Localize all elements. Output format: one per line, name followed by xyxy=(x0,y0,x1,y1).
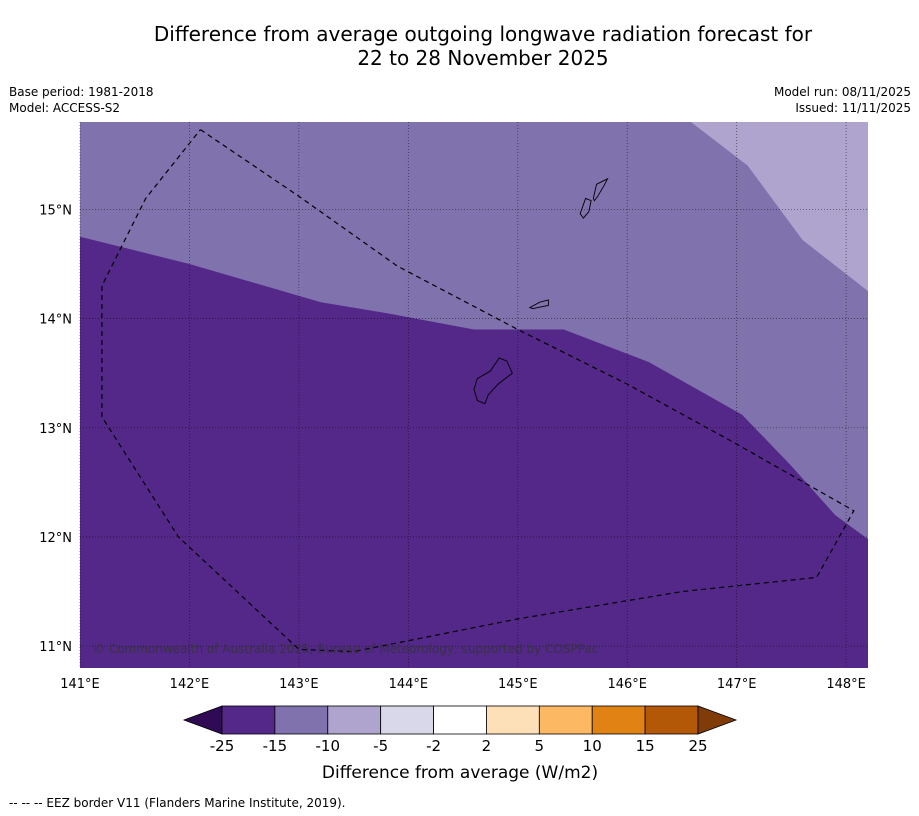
colorbar-tick-label: -25 xyxy=(210,737,235,755)
colorbar-segment xyxy=(433,705,487,735)
chart-title: Difference from average outgoing longwav… xyxy=(60,22,906,70)
map-figure: © Commonwealth of Australia 2025, Bureau… xyxy=(39,122,868,783)
colorbar-segment xyxy=(591,705,646,735)
graticule xyxy=(79,122,868,668)
eez-footnote: -- -- -- EEZ border V11 (Flanders Marine… xyxy=(9,796,346,810)
colorbar-tick-label: 10 xyxy=(583,737,602,755)
map-plot-area: © Commonwealth of Australia 2025, Bureau… xyxy=(79,122,868,668)
colorbar-tick-label: 5 xyxy=(535,737,545,755)
colorbar-segment xyxy=(380,705,434,735)
colorbar-segment xyxy=(538,705,593,735)
latitude-tick-label: 13°N xyxy=(39,422,72,437)
title-line-1: Difference from average outgoing longwav… xyxy=(153,22,813,46)
longitude-tick-label: 147°E xyxy=(717,677,757,692)
colorbar-tick-label: 25 xyxy=(688,737,707,755)
title-line-2: 22 to 28 November 2025 xyxy=(357,46,609,70)
longitude-tick-label: 141°E xyxy=(60,677,100,692)
longitude-tick-label: 148°E xyxy=(826,677,866,692)
model-name: Model: ACCESS-S2 xyxy=(9,101,121,115)
colorbar-tick-label: -2 xyxy=(426,737,441,755)
colorbar-label: Difference from average (W/m2) xyxy=(322,763,598,783)
copyright-text: © Commonwealth of Australia 2025, Bureau… xyxy=(93,642,598,656)
longitude-tick-label: 144°E xyxy=(389,677,429,692)
colorbar-segment xyxy=(274,705,329,735)
anomaly-fields xyxy=(80,122,868,540)
colorbar-tick-label: -15 xyxy=(263,737,288,755)
latitude-tick-label: 14°N xyxy=(39,313,72,328)
meta-left: Base period: 1981-2018 Model: ACCESS-S2 xyxy=(9,84,154,116)
colorbar-high-extension xyxy=(697,705,738,735)
latitude-tick-label: 15°N xyxy=(39,203,72,218)
anomaly-band-minus-10-to-minus-15 xyxy=(80,122,868,540)
longitude-tick-label: 142°E xyxy=(170,677,210,692)
anomaly-band-minus-5-to-minus-10 xyxy=(690,122,868,292)
latitude-tick-label: 11°N xyxy=(39,640,72,655)
colorbar-segment xyxy=(327,705,382,735)
longitude-tick-label: 143°E xyxy=(279,677,319,692)
latitude-labels: 11°N 12°N 13°N 14°N 15°N xyxy=(39,203,72,655)
rota-island xyxy=(528,299,549,310)
tinian-island xyxy=(579,197,592,219)
meta-right: Model run: 08/11/2025 Issued: 11/11/2025 xyxy=(774,84,911,116)
colorbar-segment xyxy=(644,705,699,735)
saipan-island xyxy=(592,177,609,202)
longitude-labels: 141°E 142°E 143°E 144°E 145°E 146°E 147°E 148°E xyxy=(60,677,866,692)
colorbar-tick-label: -5 xyxy=(373,737,388,755)
islands xyxy=(473,177,609,405)
model-run: Model run: 08/11/2025 xyxy=(773,85,911,99)
latitude-tick-label: 12°N xyxy=(39,531,72,546)
colorbar-segment xyxy=(221,705,276,735)
longitude-tick-label: 145°E xyxy=(498,677,538,692)
colorbar-tick-label: -10 xyxy=(316,737,341,755)
colorbar-low-extension xyxy=(182,705,223,735)
colorbar-tick-label: 15 xyxy=(636,737,655,755)
guam-island xyxy=(473,357,513,405)
issued-date: Issued: 11/11/2025 xyxy=(795,101,911,115)
colorbar-segment xyxy=(486,705,540,735)
longitude-tick-label: 146°E xyxy=(607,677,647,692)
base-period: Base period: 1981-2018 xyxy=(9,85,154,99)
colorbar-tick-label: 2 xyxy=(482,737,492,755)
